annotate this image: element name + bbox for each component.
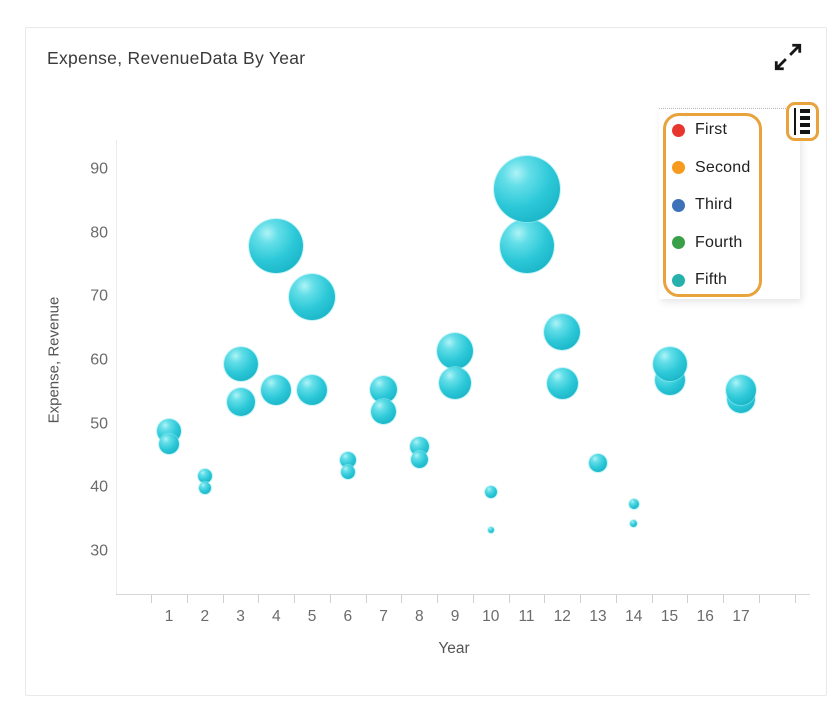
bubble-year-11[interactable]: [499, 219, 554, 274]
bubble-year-14[interactable]: [628, 499, 639, 510]
x-tick-label-3: 3: [236, 608, 245, 625]
legend-dot-first: [672, 123, 685, 137]
x-tick-mark: [437, 595, 439, 603]
x-tick-mark: [222, 595, 224, 603]
bubble-year-5[interactable]: [297, 374, 327, 405]
bubble-year-3[interactable]: [223, 347, 258, 382]
x-tick-mark: [723, 595, 725, 603]
legend-label: First: [695, 121, 728, 138]
bubble-year-2[interactable]: [198, 482, 211, 495]
x-tick-label-16: 16: [696, 608, 714, 625]
bubble-year-10[interactable]: [484, 485, 497, 498]
bubble-year-4[interactable]: [261, 374, 292, 405]
bubble-year-12[interactable]: [546, 367, 578, 399]
legend-dot-fourth: [672, 236, 685, 249]
x-tick-mark: [794, 595, 796, 603]
bubble-year-1[interactable]: [159, 433, 179, 454]
expand-arrows-icon: [774, 43, 802, 71]
y-axis-line: [116, 140, 117, 595]
x-tick-mark: [258, 595, 260, 603]
menu-button[interactable]: [786, 102, 819, 141]
bubble-year-7[interactable]: [370, 376, 397, 404]
y-tick-label-30: 30: [90, 542, 108, 560]
bubble-year-15[interactable]: [652, 347, 687, 382]
legend-dot-second: [672, 161, 685, 174]
x-tick-label-2: 2: [200, 608, 210, 625]
bubble-year-17[interactable]: [726, 374, 756, 405]
x-tick-label-12: 12: [553, 608, 571, 625]
x-tick-label-14: 14: [625, 608, 643, 625]
bubble-year-10[interactable]: [487, 526, 494, 533]
x-tick-mark: [544, 595, 546, 603]
x-tick-label-1: 1: [164, 608, 174, 625]
legend-item-first[interactable]: First: [672, 120, 727, 140]
x-tick-mark: [758, 595, 760, 603]
bubble-year-3[interactable]: [226, 388, 255, 417]
x-tick-label-13: 13: [589, 608, 607, 625]
bubble-year-5[interactable]: [289, 274, 335, 321]
y-axis-title: Expense, Revenue: [45, 296, 63, 424]
x-tick-label-6: 6: [343, 608, 353, 625]
y-tick-label-90: 90: [90, 160, 108, 178]
expand-button[interactable]: [772, 41, 804, 73]
x-tick-mark: [651, 595, 653, 603]
y-tick-label-60: 60: [90, 351, 108, 369]
y-tick-label-80: 80: [90, 224, 108, 242]
x-tick-mark: [401, 595, 403, 603]
bubble-year-7[interactable]: [371, 399, 396, 425]
x-tick-label-17: 17: [732, 608, 750, 625]
bubble-year-2[interactable]: [197, 468, 212, 483]
x-tick-label-11: 11: [518, 608, 535, 625]
x-tick-mark: [687, 595, 689, 603]
x-tick-label-7: 7: [379, 608, 388, 625]
bubble-year-9[interactable]: [437, 333, 473, 370]
legend-item-second[interactable]: Second: [672, 158, 750, 178]
x-tick-label-4: 4: [271, 608, 281, 625]
bubble-year-12[interactable]: [544, 314, 581, 351]
x-tick-label-15: 15: [660, 608, 679, 625]
y-tick-label-70: 70: [90, 287, 108, 305]
chart-options-menu-icon: [794, 108, 811, 135]
bubble-year-13[interactable]: [589, 453, 607, 472]
x-axis-line: [116, 594, 810, 595]
bubble-year-14[interactable]: [630, 519, 638, 527]
x-tick-label-5: 5: [307, 608, 317, 625]
bubble-year-11[interactable]: [493, 156, 560, 223]
x-tick-label-9: 9: [450, 608, 460, 625]
x-tick-mark: [186, 595, 188, 603]
x-axis-title: Year: [438, 640, 470, 657]
bubble-year-6[interactable]: [339, 451, 356, 468]
x-tick-mark: [508, 595, 510, 603]
legend-dot-fifth: [672, 273, 685, 287]
chart-title: Expense, RevenueData By Year: [47, 48, 306, 68]
legend-dot-third: [672, 198, 685, 212]
x-tick-mark: [151, 595, 153, 603]
x-tick-label-8: 8: [414, 608, 424, 625]
plot-area: Expense, Revenue Year 30 40 50 60 70 80 90 1 2 3 4…: [26, 28, 826, 695]
bubble-year-6[interactable]: [340, 465, 355, 480]
bubble-year-9[interactable]: [439, 367, 471, 400]
legend-label: Second: [695, 158, 751, 176]
x-tick-label-10: 10: [482, 608, 500, 625]
bubble-year-4[interactable]: [249, 219, 304, 274]
legend-item-third[interactable]: Third: [672, 195, 732, 215]
x-tick-mark: [294, 595, 296, 603]
bubble-year-8[interactable]: [410, 451, 428, 469]
legend-item-fifth[interactable]: Fifth: [672, 270, 727, 290]
x-tick-mark: [365, 595, 367, 603]
chart-card: Expense, RevenueData By Year Expense, Re…: [25, 27, 827, 696]
x-tick-mark: [580, 595, 582, 603]
legend-panel: First Second Third Fourth Fifth: [659, 108, 800, 299]
legend-item-fourth[interactable]: Fourth: [672, 233, 742, 253]
legend-label: Fifth: [695, 271, 728, 288]
x-tick-mark: [472, 595, 474, 603]
y-tick-label-40: 40: [90, 478, 108, 496]
y-tick-label-50: 50: [90, 415, 108, 433]
legend-label: Fourth: [695, 233, 743, 251]
x-tick-mark: [329, 595, 331, 603]
legend-label: Third: [695, 196, 733, 213]
x-tick-mark: [615, 595, 617, 603]
